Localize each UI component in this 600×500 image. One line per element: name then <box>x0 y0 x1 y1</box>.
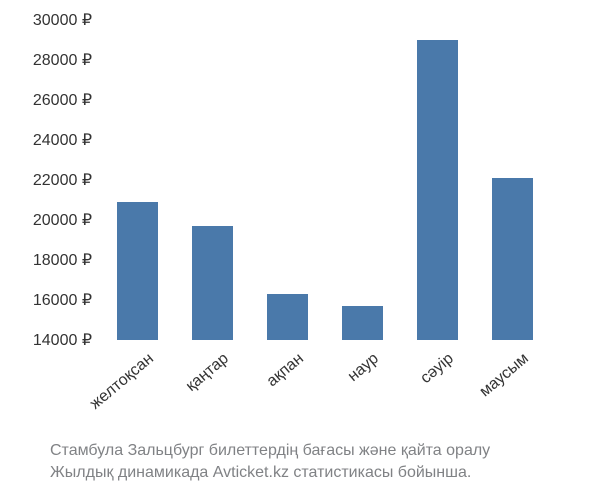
y-tick-label: 26000 ₽ <box>0 90 92 110</box>
caption-line-1: Стамбула Зальцбург билеттердің бағасы жә… <box>50 440 600 462</box>
y-tick-label: 30000 ₽ <box>0 10 92 30</box>
plot-area <box>100 20 550 340</box>
bar <box>192 226 233 340</box>
y-tick-label: 24000 ₽ <box>0 130 92 150</box>
bar <box>342 306 383 340</box>
y-tick-label: 22000 ₽ <box>0 170 92 190</box>
price-chart: 14000 ₽ 16000 ₽ 18000 ₽ 20000 ₽ 22000 ₽ 24000… <box>0 0 600 500</box>
y-tick-label: 14000 ₽ <box>0 330 92 350</box>
caption-line-2: Жылдық динамикада Avticket.kz статистика… <box>50 462 600 484</box>
bar <box>492 178 533 340</box>
bar <box>117 202 158 340</box>
bar <box>417 40 458 340</box>
y-tick-label: 16000 ₽ <box>0 290 92 310</box>
bar <box>267 294 308 340</box>
y-tick-label: 28000 ₽ <box>0 50 92 70</box>
chart-caption: Стамбула Зальцбург билеттердің бағасы жә… <box>50 440 600 483</box>
y-tick-label: 20000 ₽ <box>0 210 92 230</box>
y-tick-label: 18000 ₽ <box>0 250 92 270</box>
